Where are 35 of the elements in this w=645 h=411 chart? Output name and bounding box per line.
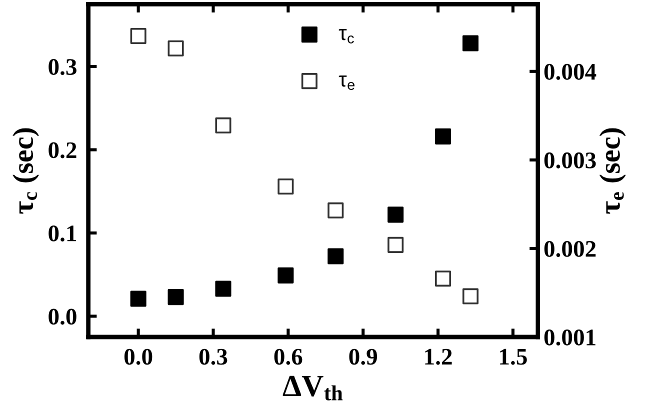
point	[168, 40, 184, 56]
legend-label: τ$_{c}$	[338, 29, 354, 44]
y2-tick-label: 0.001	[544, 330, 596, 346]
y-tick-label: 0.3	[48, 59, 76, 76]
point	[278, 267, 294, 284]
x-tick-label: 0.9	[349, 348, 378, 365]
point	[435, 270, 452, 287]
point	[388, 236, 404, 253]
point	[278, 178, 294, 195]
point	[435, 128, 452, 144]
point	[130, 28, 146, 44]
point	[462, 35, 479, 52]
y2-tick-label: 0.002	[544, 240, 596, 258]
y-tick-label: 0.0	[48, 308, 76, 325]
y2-tick-label: 0.003	[544, 152, 596, 168]
y2-tick-label: 0.004	[544, 64, 596, 80]
point	[215, 280, 232, 297]
x-tick-label: 1.5	[500, 348, 527, 365]
y-tick-label: 0.1	[48, 225, 76, 242]
y2-axis-title: τ$_{e}$ (sec)	[599, 128, 626, 214]
point	[462, 288, 479, 304]
x-tick-label: 0.0	[124, 348, 152, 365]
point	[130, 290, 146, 307]
x-tick-label: 0.6	[274, 348, 302, 365]
y-tick-label: 0.2	[48, 142, 76, 158]
point	[328, 248, 344, 264]
point	[328, 202, 344, 218]
y-axis-title: τ$_{c}$ (sec)	[12, 128, 40, 214]
point	[168, 289, 184, 306]
point	[215, 117, 232, 134]
x-tick-label: 1.2	[425, 348, 452, 365]
legend-label: τ$_{e}$	[338, 76, 354, 90]
x-tick-label: 0.3	[199, 348, 228, 365]
x-axis-title: ΔV$_{th}$	[282, 376, 343, 400]
point	[388, 206, 404, 223]
